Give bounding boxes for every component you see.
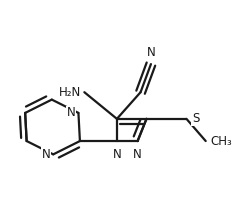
Text: N: N <box>147 46 155 59</box>
Text: N: N <box>67 106 75 119</box>
Text: CH₃: CH₃ <box>210 135 232 147</box>
Text: H₂N: H₂N <box>59 86 81 99</box>
Text: N: N <box>133 147 142 160</box>
Text: N: N <box>42 148 50 161</box>
Text: S: S <box>192 112 199 125</box>
Text: N: N <box>113 147 121 160</box>
